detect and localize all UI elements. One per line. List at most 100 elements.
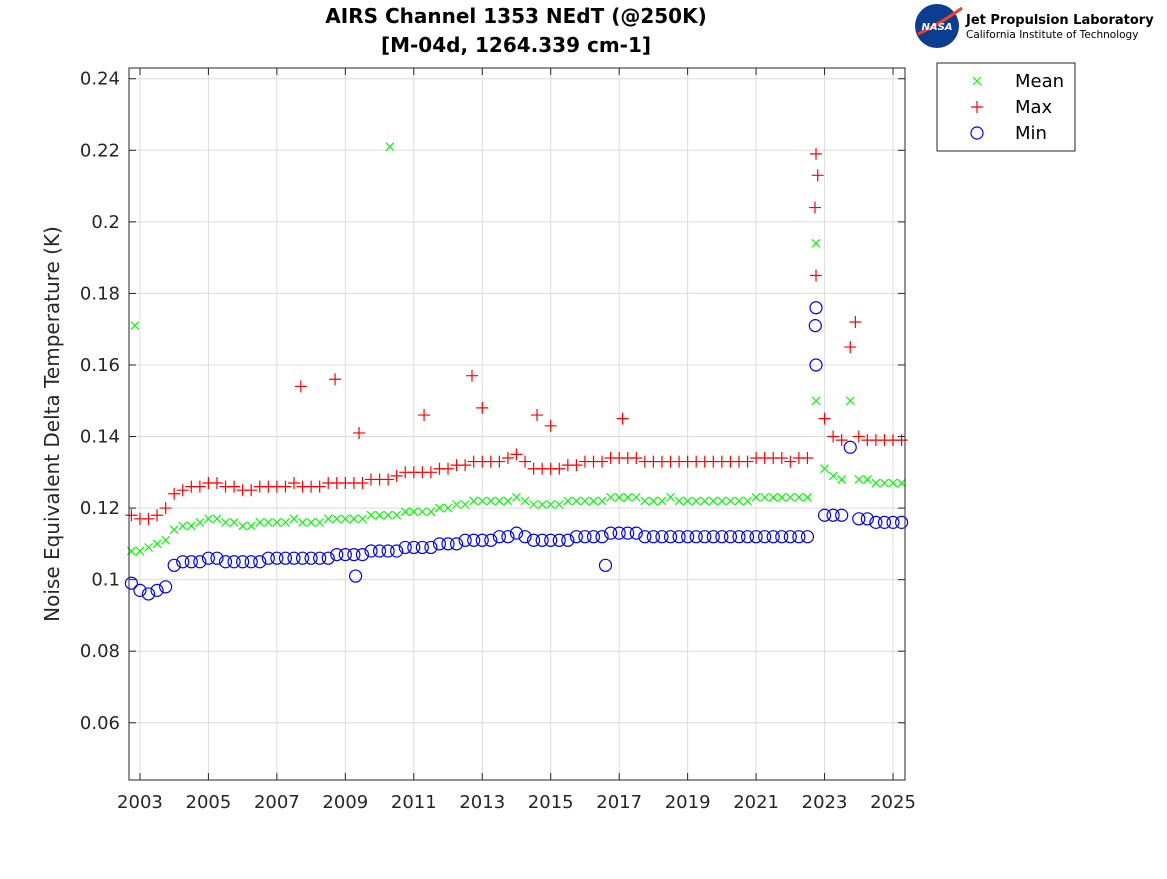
- point-mean: [854, 475, 864, 484]
- point-max: [630, 451, 643, 464]
- point-max: [784, 455, 797, 468]
- point-mean: [135, 546, 145, 556]
- point-min: [398, 540, 412, 555]
- outlier-min: [808, 319, 822, 333]
- point-mean: [580, 496, 590, 506]
- point-max: [501, 451, 514, 464]
- point-mean: [366, 510, 376, 520]
- legend-marker-max-icon: [971, 101, 983, 113]
- point-max: [287, 477, 300, 490]
- point-min: [407, 540, 421, 555]
- point-mean: [648, 496, 658, 506]
- point-min: [621, 526, 635, 540]
- point-mean: [674, 496, 684, 506]
- point-min: [561, 533, 575, 547]
- legend-item-min[interactable]: Min: [970, 123, 1047, 144]
- point-min: [287, 551, 301, 565]
- x-tick-label: 2015: [528, 792, 574, 813]
- point-mean: [614, 492, 624, 502]
- point-mean: [400, 507, 410, 517]
- point-mean: [229, 517, 239, 527]
- point-mean: [546, 500, 556, 509]
- point-mean: [743, 496, 752, 506]
- point-mean: [349, 514, 359, 524]
- point-max: [168, 487, 181, 500]
- point-mean: [794, 492, 804, 502]
- point-min: [535, 533, 549, 547]
- point-mean: [606, 492, 616, 502]
- point-max: [424, 466, 437, 479]
- point-min: [800, 530, 815, 544]
- x-tick-label: 2005: [186, 792, 232, 813]
- point-mean: [785, 492, 795, 502]
- outlier-min: [349, 569, 363, 583]
- point-min: [646, 530, 661, 544]
- point-min: [321, 551, 335, 565]
- point-min: [672, 530, 686, 544]
- point-min: [201, 551, 216, 565]
- legend[interactable]: Mean Max Min: [936, 62, 1076, 152]
- point-mean: [221, 517, 230, 527]
- point-min: [415, 540, 429, 555]
- point-mean: [631, 492, 641, 502]
- point-mean: [837, 475, 847, 484]
- y-tick-label: 0.16: [80, 355, 120, 376]
- point-min: [193, 555, 207, 569]
- point-mean: [383, 510, 393, 520]
- point-min: [629, 526, 643, 540]
- chart-title: AIRS Channel 1353 NEdT (@250K): [325, 4, 706, 28]
- point-mean: [888, 478, 898, 488]
- point-min: [372, 544, 387, 558]
- point-mean: [700, 496, 710, 506]
- legend-label: Mean: [1015, 71, 1064, 92]
- point-mean: [811, 396, 821, 406]
- point-min: [544, 533, 558, 547]
- point-mean: [777, 492, 787, 502]
- point-min: [809, 358, 823, 372]
- point-min: [758, 530, 772, 544]
- point-mean: [238, 521, 248, 531]
- point-mean: [358, 514, 367, 524]
- point-min: [338, 547, 352, 562]
- legend-marker-min-icon: [970, 126, 984, 140]
- outlier-mean: [385, 142, 395, 152]
- point-min: [886, 515, 900, 529]
- point-mean: [880, 478, 889, 488]
- point-min: [612, 526, 626, 540]
- point-max: [159, 502, 172, 515]
- point-min: [595, 530, 609, 544]
- legend-item-max[interactable]: Max: [971, 97, 1053, 118]
- point-max: [596, 455, 609, 468]
- point-mean: [768, 492, 778, 502]
- outlier-max: [294, 380, 307, 393]
- point-min: [569, 530, 583, 544]
- point-mean: [871, 478, 881, 488]
- point-max: [279, 480, 292, 493]
- point-mean: [263, 517, 273, 527]
- point-min: [835, 508, 849, 522]
- point-mean: [426, 507, 436, 517]
- legend-item-mean[interactable]: Mean: [972, 71, 1064, 92]
- point-min: [167, 558, 181, 572]
- point-mean: [529, 500, 539, 509]
- point-min: [270, 551, 284, 565]
- outlier-mean: [130, 321, 140, 331]
- point-mean: [803, 492, 812, 502]
- point-max: [382, 473, 395, 486]
- point-max: [459, 459, 472, 472]
- point-mean: [246, 521, 256, 531]
- point-min: [527, 533, 541, 547]
- point-min: [501, 530, 515, 544]
- point-mean: [452, 500, 462, 509]
- point-min: [227, 555, 241, 569]
- point-min: [775, 530, 789, 544]
- y-tick-label: 0.08: [80, 641, 120, 662]
- point-mean: [512, 492, 521, 502]
- outlier-max: [849, 316, 862, 329]
- point-min: [740, 530, 755, 544]
- point-max: [827, 430, 840, 443]
- point-mean: [717, 496, 727, 506]
- outlier-max: [811, 169, 824, 182]
- point-min: [218, 555, 233, 569]
- point-min: [681, 530, 695, 544]
